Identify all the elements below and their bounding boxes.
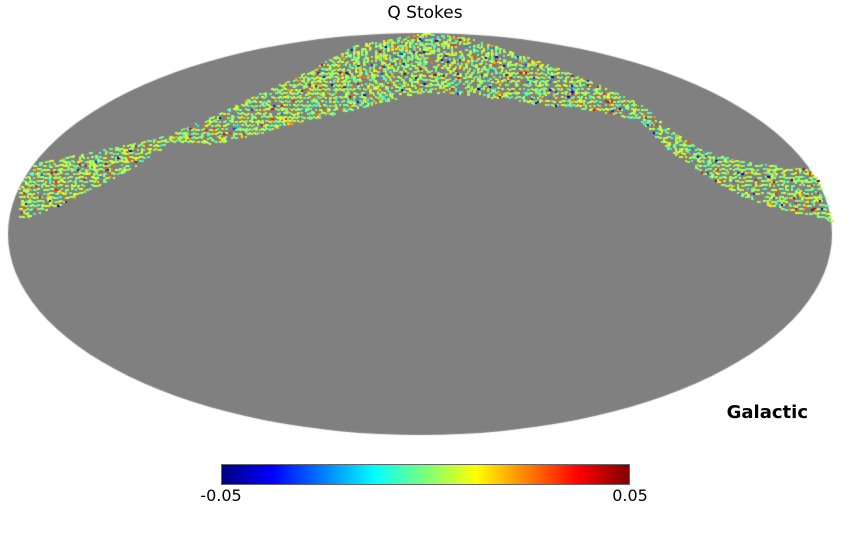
colorbar-min-label: -0.05 xyxy=(200,486,242,505)
mollweide-projection-canvas xyxy=(0,0,850,460)
colorbar xyxy=(221,464,630,485)
colorbar-max-label: 0.05 xyxy=(612,486,648,505)
coordinate-system-label: Galactic xyxy=(726,402,808,423)
map-title: Q Stokes xyxy=(387,3,463,23)
